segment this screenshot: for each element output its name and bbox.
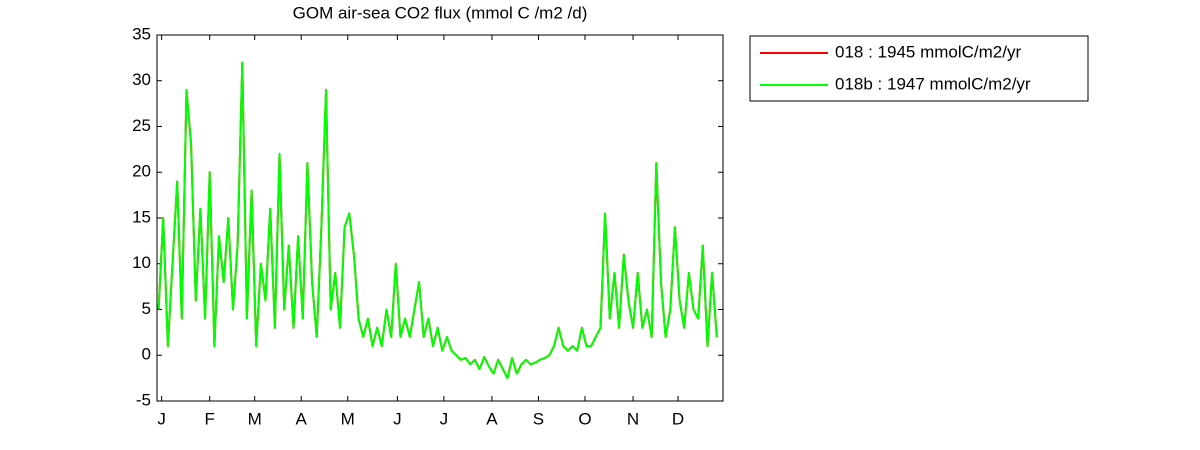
x-tick-label: J	[440, 409, 449, 428]
x-tick-label: F	[205, 409, 215, 428]
x-tick-label: J	[393, 409, 402, 428]
x-tick-label: M	[248, 409, 262, 428]
y-tick-label: 0	[142, 345, 151, 364]
data-line	[157, 61, 718, 380]
y-tick-label: 10	[132, 253, 151, 272]
x-tick-label: A	[296, 409, 308, 428]
x-tick-label: D	[672, 409, 684, 428]
legend-label: 018 : 1945 mmolC/m2/yr	[835, 42, 1021, 61]
x-tick-label: N	[627, 409, 639, 428]
y-tick-label: 25	[132, 116, 151, 135]
y-tick-label: 15	[132, 207, 151, 226]
y-tick-label: 35	[132, 24, 151, 43]
y-tick-label: 30	[132, 70, 151, 89]
legend-label: 018b : 1947 mmolC/m2/yr	[835, 74, 1031, 93]
legend-box	[749, 35, 1089, 102]
y-tick-label: 5	[142, 299, 151, 318]
x-tick-label: J	[157, 409, 166, 428]
x-tick-label: A	[486, 409, 498, 428]
x-tick-label: S	[533, 409, 544, 428]
x-tick-label: M	[341, 409, 355, 428]
chart-title: GOM air-sea CO2 flux (mmol C /m2 /d)	[293, 3, 588, 22]
x-tick-label: O	[578, 409, 591, 428]
y-tick-label: -5	[136, 390, 151, 409]
y-tick-label: 20	[132, 162, 151, 181]
